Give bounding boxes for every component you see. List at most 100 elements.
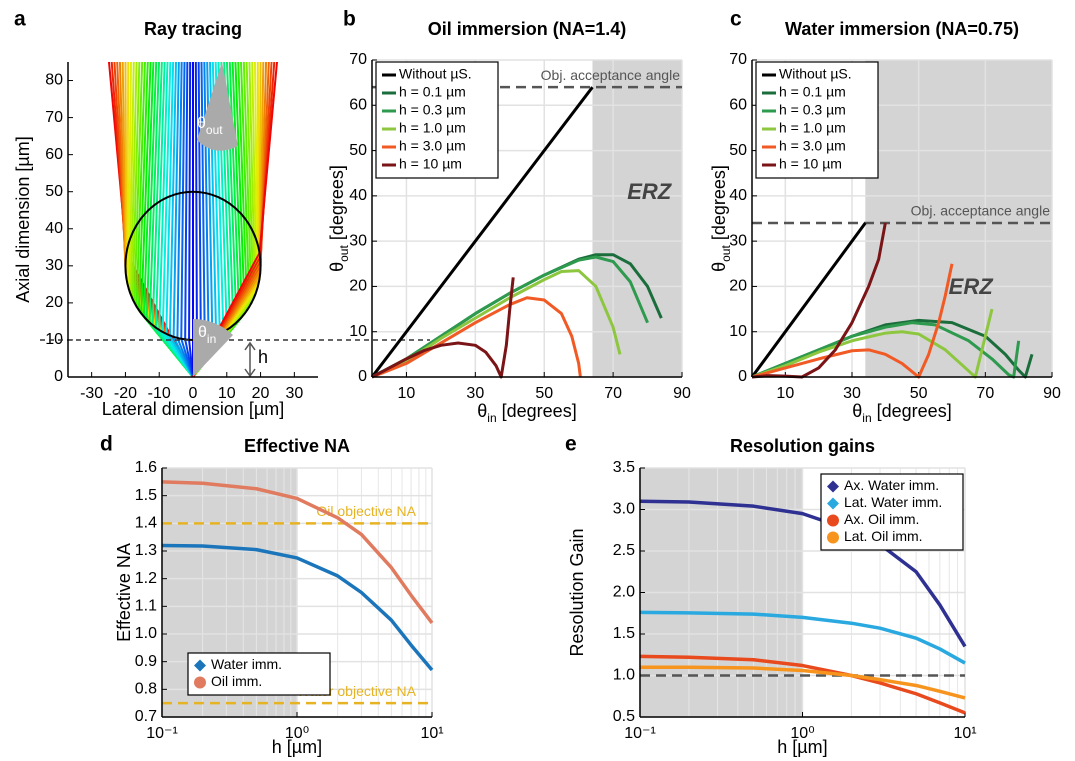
legend-label: Without µS. xyxy=(399,66,472,82)
legend-marker xyxy=(827,514,839,527)
x-tick-label: -20 xyxy=(114,385,137,402)
x-axis-label: θin [degrees] xyxy=(477,401,576,425)
legend-label: h = 1.0 µm xyxy=(399,120,466,136)
y-tick-label: 60 xyxy=(729,97,747,114)
x-axis-label: h [µm] xyxy=(272,737,322,757)
y-axis-label: Axial dimension [µm] xyxy=(13,136,33,302)
reference-label: Oil objective NA xyxy=(316,503,416,519)
legend-label: h = 10 µm xyxy=(399,156,462,172)
legend-box xyxy=(375,61,499,179)
y-tick-label: 0 xyxy=(738,368,747,385)
x-axis-label: Lateral dimension [µm] xyxy=(102,399,284,419)
x-tick-label: 50 xyxy=(535,385,553,402)
panel-title: Ray tracing xyxy=(144,19,242,39)
x-tick-label: 30 xyxy=(466,385,484,402)
y-tick-label: 40 xyxy=(349,187,367,204)
y-tick-label: 70 xyxy=(729,51,747,68)
y-axis-label-part: θ xyxy=(709,262,729,272)
theta-in-wedge xyxy=(193,319,233,377)
legend-marker xyxy=(194,659,206,672)
y-tick-label: 10 xyxy=(729,323,747,340)
y-axis-label-part: [degrees] xyxy=(709,165,729,245)
legend-label: Oil imm. xyxy=(211,673,262,689)
series-line xyxy=(751,321,1021,379)
legend-label: h = 1.0 µm xyxy=(779,120,846,136)
y-tick-label: 40 xyxy=(45,220,63,237)
x-axis-label-part: [degrees] xyxy=(872,401,952,421)
series-line xyxy=(751,308,994,379)
y-tick-label: 2.5 xyxy=(613,542,635,559)
y-tick-label: 20 xyxy=(729,278,747,295)
y-tick-label: 10 xyxy=(349,323,367,340)
series-line xyxy=(751,263,954,379)
x-tick-label: 10 xyxy=(776,385,794,402)
panel-title: Oil immersion (NA=1.4) xyxy=(428,19,627,39)
series-line xyxy=(371,255,649,379)
y-tick-label: 0 xyxy=(358,368,367,385)
y-tick-label: 0.9 xyxy=(135,653,157,670)
y-tick-label: 60 xyxy=(45,146,63,163)
y-axis-label-part: out xyxy=(337,245,351,262)
y-tick-label: 0 xyxy=(54,368,63,385)
panel-letter: b xyxy=(343,8,356,31)
x-tick-label: 70 xyxy=(976,385,994,402)
x-tick-label: 0 xyxy=(189,385,198,402)
h-label: h xyxy=(258,347,268,367)
y-tick-label: 80 xyxy=(45,72,63,89)
legend-box xyxy=(820,473,964,551)
x-tick-label: 30 xyxy=(285,385,303,402)
x-tick-label: 70 xyxy=(604,385,622,402)
y-tick-label: 40 xyxy=(729,187,747,204)
y-tick-label: 60 xyxy=(349,97,367,114)
legend-marker xyxy=(194,676,206,689)
series-line xyxy=(639,610,966,665)
y-tick-label: 1.0 xyxy=(613,667,635,684)
y-tick-label: 1.2 xyxy=(135,570,157,587)
y-tick-label: 0.8 xyxy=(135,681,157,698)
legend-label: Ax. Oil imm. xyxy=(844,511,919,527)
series-line xyxy=(370,86,594,378)
theta-out-label-part: θ xyxy=(197,115,206,132)
y-tick-label: 70 xyxy=(349,51,367,68)
legend-marker xyxy=(827,497,839,510)
theta-in-label: θin xyxy=(198,324,216,346)
legend-box xyxy=(187,652,331,696)
y-tick-label: 1.5 xyxy=(613,625,635,642)
legend-label: h = 0.1 µm xyxy=(399,84,466,100)
x-tick-label: 20 xyxy=(252,385,270,402)
y-tick-label: 3.0 xyxy=(613,501,635,518)
theta-in-label-part: θ xyxy=(198,324,207,341)
legend-label: h = 3.0 µm xyxy=(779,138,846,154)
x-tick-label: 30 xyxy=(843,385,861,402)
y-tick-label: 50 xyxy=(349,142,367,159)
y-axis-label-part: out xyxy=(719,245,733,262)
theta-out-label: θout xyxy=(197,115,223,137)
y-tick-label: 20 xyxy=(45,294,63,311)
x-tick-label: 10¹ xyxy=(420,725,443,742)
x-axis-label-part: θ xyxy=(477,401,487,421)
legend-box xyxy=(755,61,879,179)
legend-label: h = 0.3 µm xyxy=(399,102,466,118)
y-tick-label: 3.5 xyxy=(613,459,635,476)
x-axis-label-part: in xyxy=(487,411,496,425)
y-tick-label: 1.1 xyxy=(135,598,157,615)
legend-marker xyxy=(827,531,839,544)
series-line xyxy=(750,222,867,378)
legend-label: h = 3.0 µm xyxy=(399,138,466,154)
y-tick-label: 20 xyxy=(349,278,367,295)
legend-label: h = 0.1 µm xyxy=(779,84,846,100)
legend-label: Lat. Water imm. xyxy=(844,494,942,510)
x-tick-label: 10⁰ xyxy=(285,725,309,742)
x-tick-label: 10⁰ xyxy=(790,725,814,742)
panel-title: Effective NA xyxy=(244,436,350,456)
y-axis-label: Effective NA xyxy=(114,543,134,642)
series-line xyxy=(371,269,622,379)
y-tick-label: 1.6 xyxy=(135,459,157,476)
x-tick-label: 90 xyxy=(673,385,691,402)
theta-out-label-part: out xyxy=(206,123,223,137)
x-tick-label: 10⁻¹ xyxy=(624,725,656,742)
region xyxy=(592,60,682,377)
legend-label: h = 0.3 µm xyxy=(779,102,846,118)
legend-label: h = 10 µm xyxy=(779,156,842,172)
theta-in-label-part: in xyxy=(207,332,216,346)
